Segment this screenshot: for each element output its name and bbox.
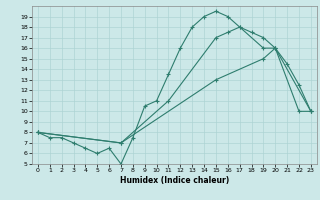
X-axis label: Humidex (Indice chaleur): Humidex (Indice chaleur)	[120, 176, 229, 185]
